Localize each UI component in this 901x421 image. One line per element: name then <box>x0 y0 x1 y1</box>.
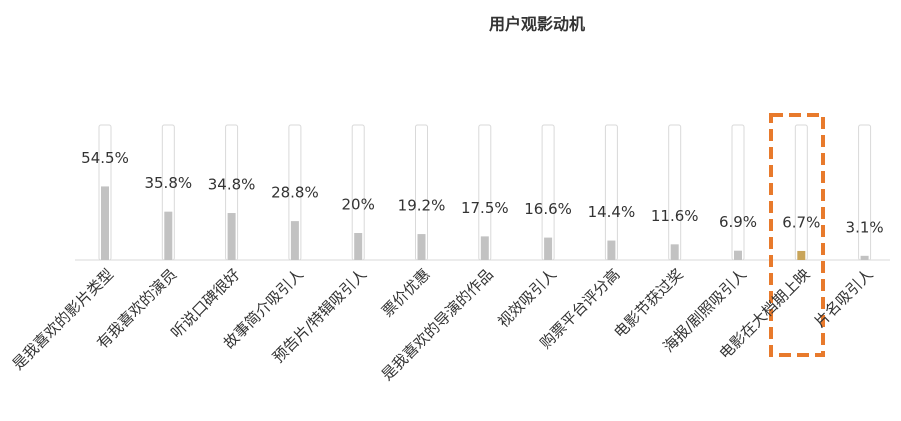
bar <box>670 244 679 260</box>
value-label: 14.4% <box>588 203 636 221</box>
value-label: 6.7% <box>782 213 820 231</box>
value-label: 16.6% <box>524 200 572 218</box>
bar-track <box>794 124 808 261</box>
value-label: 17.5% <box>461 199 509 217</box>
x-tick-label: 片名吸引人 <box>811 265 877 331</box>
x-tick-label: 视效吸引人 <box>494 265 560 331</box>
bar <box>480 236 489 260</box>
value-label: 34.8% <box>208 176 256 194</box>
bar-track <box>858 124 872 261</box>
x-tick-label: 是我喜欢的导演的作品 <box>378 265 497 384</box>
value-label: 35.8% <box>144 174 192 192</box>
bar-track <box>668 124 682 261</box>
bar <box>290 221 299 260</box>
x-tick-label: 是我喜欢的影片类型 <box>9 265 117 373</box>
bar <box>544 237 553 260</box>
highlight-box <box>769 113 825 357</box>
bar-track <box>604 124 618 261</box>
bar <box>734 250 742 260</box>
bar <box>164 211 173 260</box>
bar <box>797 250 806 260</box>
chart-title: 用户观影动机 <box>489 15 585 34</box>
bar <box>354 233 363 260</box>
value-label: 54.5% <box>81 149 129 167</box>
bar <box>860 255 869 260</box>
bar <box>227 213 236 260</box>
value-label: 20% <box>342 196 375 214</box>
value-label: 3.1% <box>846 218 884 236</box>
bar <box>607 240 616 260</box>
bar <box>101 186 109 260</box>
x-tick-label: 票价优惠 <box>378 265 433 320</box>
bar-track <box>731 124 745 261</box>
bar <box>417 234 426 260</box>
value-label: 19.2% <box>398 197 446 215</box>
value-label: 6.9% <box>719 213 757 231</box>
value-label: 28.8% <box>271 184 319 202</box>
value-label: 11.6% <box>651 207 699 225</box>
